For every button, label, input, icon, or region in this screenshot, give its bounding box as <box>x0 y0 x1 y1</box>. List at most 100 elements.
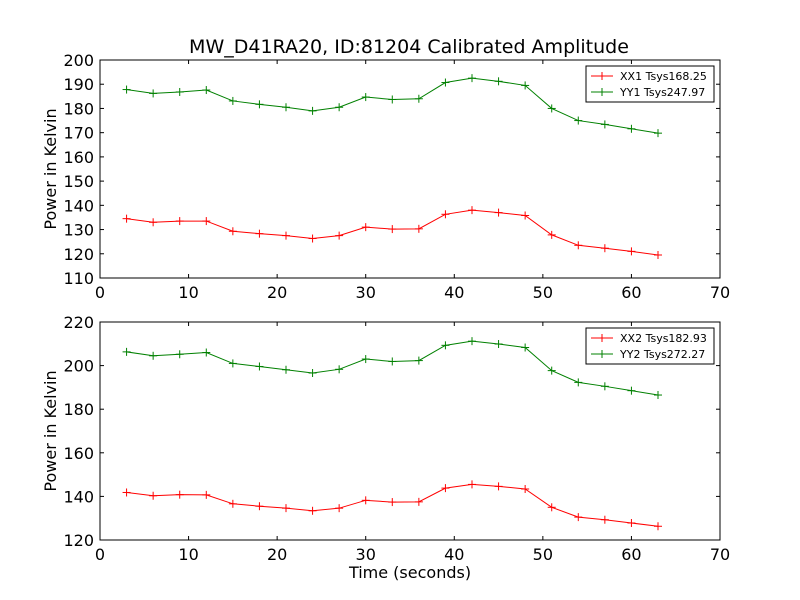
legend-item: XX2 Tsys182.93 <box>591 332 707 345</box>
legend-item: YY1 Tsys247.97 <box>591 86 705 99</box>
y-tick-label: 200 <box>63 51 94 70</box>
y-axis-label: Power in Kelvin <box>41 108 60 229</box>
x-tick-label: 40 <box>444 545 464 564</box>
x-tick-label: 20 <box>267 545 287 564</box>
data-point <box>627 247 636 256</box>
data-point <box>414 224 423 233</box>
data-point <box>574 513 583 522</box>
x-tick-label: 60 <box>621 283 641 302</box>
data-point <box>175 490 184 499</box>
data-point <box>627 386 636 395</box>
data-point <box>308 106 317 115</box>
data-point <box>335 365 344 374</box>
data-point <box>255 100 264 109</box>
data-point <box>255 362 264 371</box>
y-tick-label: 170 <box>63 124 94 143</box>
data-point <box>255 229 264 238</box>
x-tick-label: 60 <box>621 545 641 564</box>
data-point <box>494 208 503 217</box>
data-point <box>468 74 476 83</box>
data-point <box>441 78 450 87</box>
data-point <box>600 244 609 253</box>
legend-label: YY2 Tsys272.27 <box>619 348 705 361</box>
data-point <box>574 116 583 125</box>
data-point <box>308 234 317 243</box>
data-point <box>149 218 158 227</box>
data-point <box>149 491 158 500</box>
legend-label: XX1 Tsys168.25 <box>620 70 707 83</box>
data-point <box>149 351 158 360</box>
data-point <box>308 506 317 515</box>
y-tick-label: 120 <box>63 245 94 264</box>
data-point <box>627 124 636 133</box>
data-point <box>441 210 450 219</box>
data-point <box>547 366 556 375</box>
panel-top: 0 10 20 30 40 50 60 70 110 120 130 140 150 160 170 180 1… <box>41 51 730 302</box>
y-tick-label: 120 <box>63 531 94 550</box>
data-point <box>282 504 290 513</box>
x-tick-label: 50 <box>533 545 553 564</box>
data-point <box>574 378 583 387</box>
x-tick-label: 50 <box>533 283 553 302</box>
y-axis-label: Power in Kelvin <box>41 370 60 491</box>
legend-item: YY2 Tsys272.27 <box>591 348 705 361</box>
data-point <box>335 103 344 112</box>
data-point <box>388 95 397 104</box>
data-point <box>388 357 397 366</box>
x-tick-label: 40 <box>444 283 464 302</box>
data-point <box>547 503 556 512</box>
data-point <box>228 96 237 105</box>
legend-label: YY1 Tsys247.97 <box>619 86 705 99</box>
data-point <box>468 206 476 215</box>
data-point <box>175 87 184 96</box>
plot-frame <box>99 321 721 541</box>
data-point <box>600 120 609 129</box>
y-tick-label: 140 <box>63 196 94 215</box>
data-point <box>122 214 131 223</box>
data-point <box>441 484 450 493</box>
data-point <box>122 488 131 497</box>
data-point <box>414 356 423 365</box>
data-point <box>521 211 530 220</box>
x-tick-label: 30 <box>356 283 376 302</box>
data-point <box>228 499 237 508</box>
data-point <box>282 103 290 112</box>
legend-item: XX1 Tsys168.25 <box>591 70 707 83</box>
data-point <box>122 347 131 356</box>
x-tick-label: 0 <box>95 283 105 302</box>
legend: XX2 Tsys182.93 YY2 Tsys272.27 <box>585 327 715 365</box>
data-point <box>654 391 662 400</box>
data-point <box>255 502 264 511</box>
y-tick-label: 110 <box>63 269 94 288</box>
x-tick-label: 70 <box>710 545 730 564</box>
data-point <box>361 355 370 364</box>
data-point <box>414 497 423 506</box>
data-point <box>388 498 397 507</box>
legend-label: XX2 Tsys182.93 <box>620 332 707 345</box>
legend-box <box>585 327 715 365</box>
x-tick-label: 20 <box>267 283 287 302</box>
chart-title: MW_D41RA20, ID:81204 Calibrated Amplitud… <box>189 36 629 58</box>
data-point <box>202 86 211 95</box>
data-point <box>654 522 662 531</box>
y-tick-label: 190 <box>63 75 94 94</box>
data-point <box>494 340 503 349</box>
y-tick-label: 140 <box>63 487 94 506</box>
data-point <box>361 223 370 232</box>
y-tick-label: 220 <box>63 313 94 332</box>
y-tick-label: 180 <box>63 400 94 419</box>
y-tick-label: 160 <box>63 444 94 463</box>
data-point <box>335 504 344 513</box>
panel-bottom: 0 10 20 30 40 50 60 70 120 140 160 180 200 220 Power i… <box>41 313 730 582</box>
data-point <box>361 93 370 102</box>
x-tick-label: 0 <box>95 545 105 564</box>
data-point <box>547 230 556 239</box>
y-tick-label: 130 <box>63 221 94 240</box>
data-point <box>228 227 237 236</box>
data-point <box>441 341 450 350</box>
data-point <box>574 241 583 250</box>
data-point <box>282 231 290 240</box>
data-point <box>175 350 184 359</box>
data-point <box>202 348 211 357</box>
data-point <box>282 365 290 374</box>
